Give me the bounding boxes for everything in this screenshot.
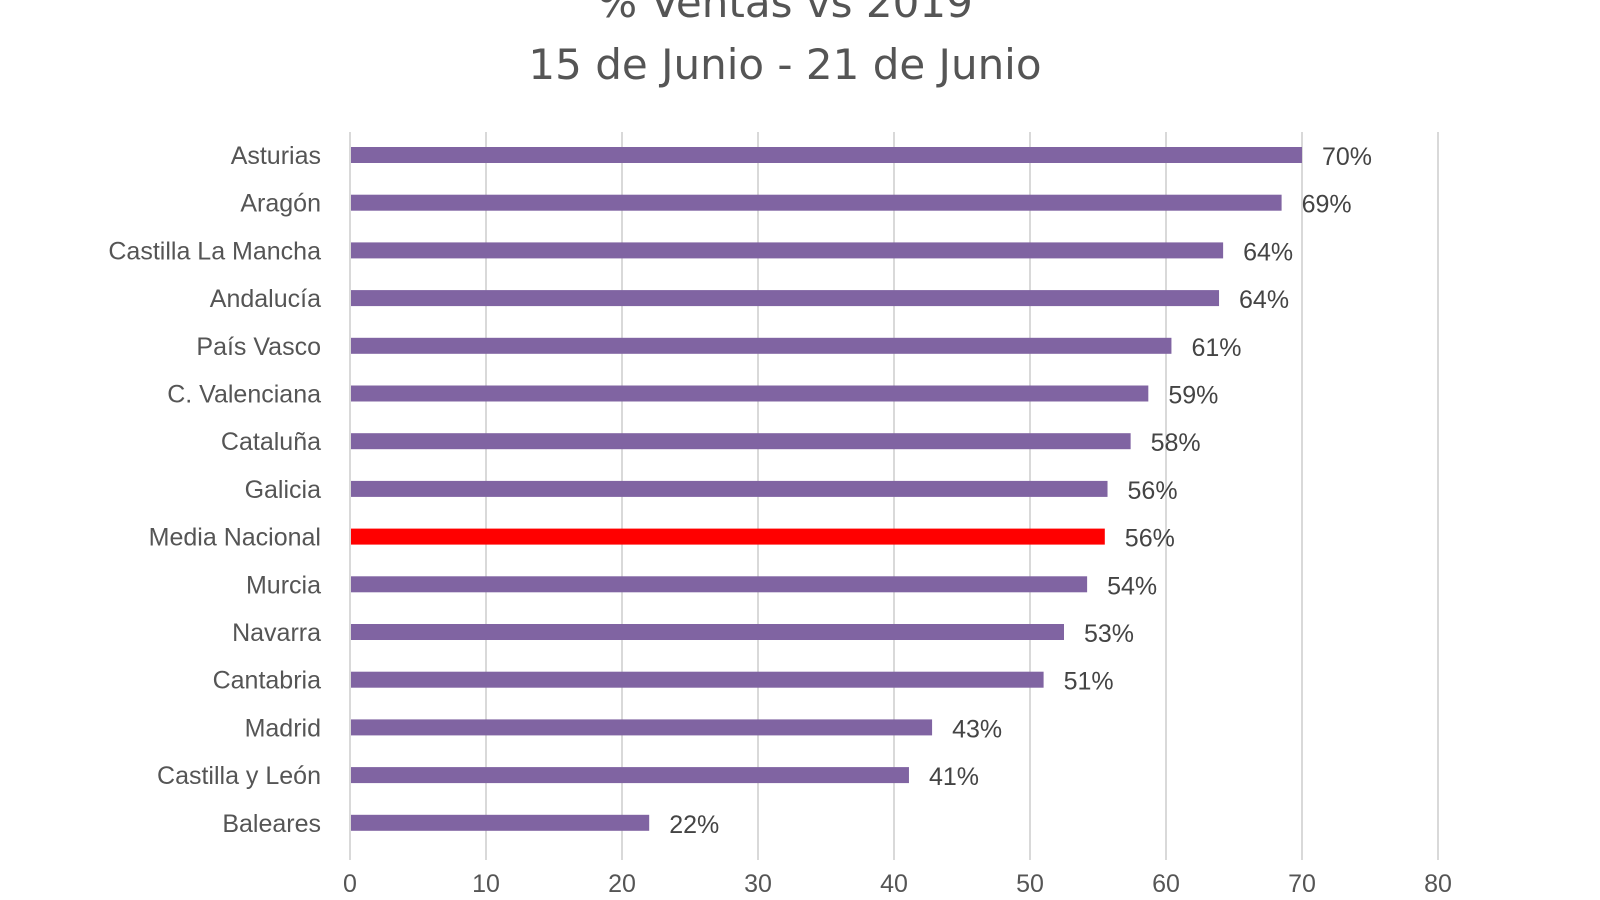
- bar: [351, 290, 1220, 307]
- category-label: Andalucía: [210, 285, 321, 313]
- data-label: 41%: [929, 763, 979, 791]
- data-label: 56%: [1125, 525, 1175, 553]
- x-tick-label: 70: [1288, 870, 1316, 898]
- data-label: 69%: [1302, 191, 1352, 219]
- category-label: Castilla La Mancha: [108, 237, 321, 265]
- bar: [351, 767, 909, 784]
- bar: [351, 576, 1088, 593]
- x-tick-label: 20: [608, 870, 636, 898]
- data-label: 53%: [1084, 620, 1134, 648]
- bar: [351, 528, 1105, 545]
- bar: [351, 814, 650, 831]
- bar: [351, 433, 1131, 450]
- x-tick-label: 30: [744, 870, 772, 898]
- category-label: C. Valenciana: [167, 381, 321, 409]
- data-label: 64%: [1243, 238, 1293, 266]
- category-label: Media Nacional: [149, 524, 321, 552]
- x-tick-label: 80: [1424, 870, 1452, 898]
- data-label: 70%: [1322, 143, 1372, 171]
- category-label: Galicia: [245, 476, 322, 504]
- category-label: Cantabria: [213, 667, 321, 695]
- category-label: Aragón: [240, 190, 321, 218]
- category-label: Navarra: [232, 619, 321, 647]
- bar: [351, 624, 1064, 640]
- data-label: 43%: [952, 715, 1002, 743]
- data-label: 61%: [1191, 334, 1241, 362]
- data-label: 64%: [1239, 286, 1289, 314]
- x-tick-label: 0: [343, 870, 357, 898]
- data-label: 58%: [1151, 429, 1201, 457]
- bar: [351, 480, 1108, 497]
- data-label: 59%: [1168, 382, 1218, 410]
- bar: [351, 385, 1149, 402]
- data-label: 56%: [1128, 477, 1178, 505]
- category-label: Cataluña: [221, 428, 321, 456]
- category-label: Baleares: [222, 810, 321, 838]
- chart-subtitle: 15 de Junio - 21 de Junio: [528, 40, 1042, 89]
- bar: [351, 194, 1282, 211]
- data-label: 22%: [669, 811, 719, 839]
- category-label: Asturias: [231, 142, 321, 170]
- category-label: Madrid: [245, 714, 321, 742]
- bar: [351, 147, 1302, 163]
- bar: [351, 671, 1044, 688]
- bar: [351, 337, 1172, 354]
- bar: [351, 719, 933, 736]
- category-label: Murcia: [246, 571, 321, 599]
- x-tick-label: 10: [472, 870, 500, 898]
- x-tick-label: 50: [1016, 870, 1044, 898]
- bar: [351, 242, 1224, 259]
- x-tick-label: 60: [1152, 870, 1180, 898]
- category-label: País Vasco: [196, 333, 321, 361]
- data-label: 51%: [1064, 668, 1114, 696]
- x-tick-label: 40: [880, 870, 908, 898]
- category-label: Castilla y León: [157, 762, 321, 790]
- data-label: 54%: [1107, 572, 1157, 600]
- chart-title: % Ventas vs 2019: [597, 0, 973, 27]
